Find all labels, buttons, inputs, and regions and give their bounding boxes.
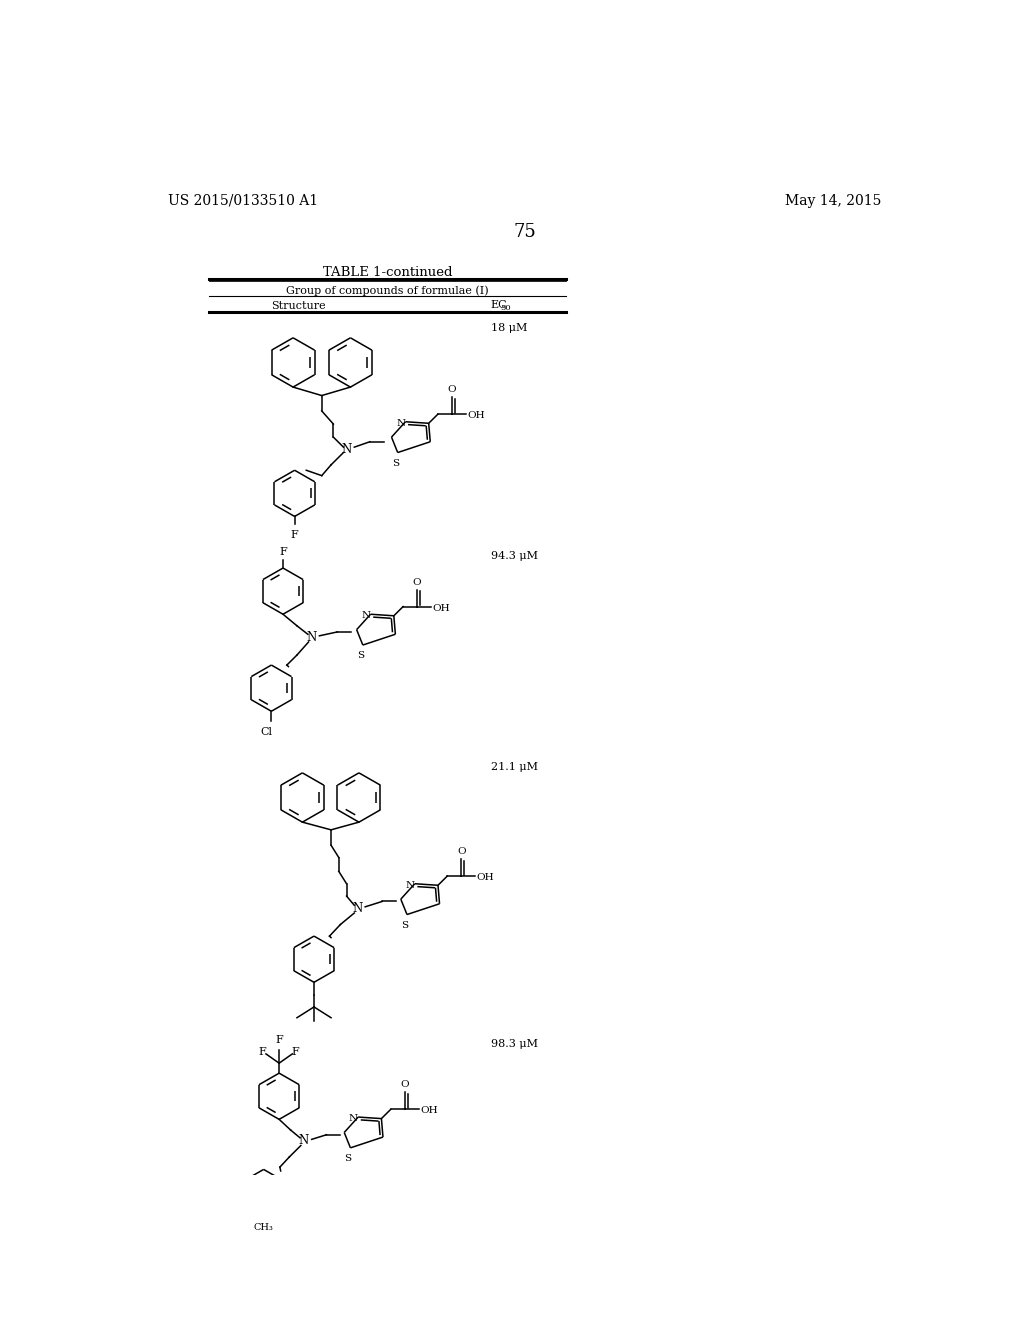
Text: N: N	[406, 880, 415, 890]
Text: N: N	[361, 611, 371, 620]
Text: F: F	[258, 1047, 266, 1056]
Text: TABLE 1-continued: TABLE 1-continued	[323, 265, 453, 279]
Text: O: O	[413, 578, 422, 586]
Text: O: O	[447, 385, 457, 395]
Text: May 14, 2015: May 14, 2015	[785, 194, 882, 207]
Text: F: F	[292, 1047, 299, 1056]
Text: Structure: Structure	[271, 301, 326, 312]
Text: Group of compounds of formulae (I): Group of compounds of formulae (I)	[287, 285, 488, 296]
Text: EC: EC	[490, 300, 507, 310]
Text: F: F	[291, 531, 299, 540]
Text: 98.3 μM: 98.3 μM	[490, 1039, 538, 1049]
Text: N: N	[352, 902, 362, 915]
Text: 94.3 μM: 94.3 μM	[490, 550, 538, 561]
Text: OH: OH	[477, 873, 495, 882]
Text: OH: OH	[432, 603, 451, 612]
Text: N: N	[341, 444, 351, 455]
Text: OH: OH	[467, 411, 485, 420]
Text: US 2015/0133510 A1: US 2015/0133510 A1	[168, 194, 318, 207]
Text: CH₃: CH₃	[254, 1222, 273, 1232]
Text: O: O	[457, 847, 466, 855]
Text: N: N	[299, 1134, 309, 1147]
Text: S: S	[392, 459, 399, 467]
Text: 50: 50	[500, 304, 511, 312]
Text: 21.1 μM: 21.1 μM	[490, 762, 538, 772]
Text: 18 μM: 18 μM	[490, 323, 527, 333]
Text: N: N	[306, 631, 316, 644]
Text: S: S	[344, 1154, 351, 1163]
Text: F: F	[280, 548, 287, 557]
Text: OH: OH	[420, 1106, 438, 1115]
Text: S: S	[357, 651, 365, 660]
Text: S: S	[401, 921, 409, 929]
Text: Cl: Cl	[260, 726, 272, 737]
Text: O: O	[400, 1080, 409, 1089]
Text: N: N	[349, 1114, 358, 1123]
Text: 75: 75	[513, 223, 537, 240]
Text: N: N	[396, 418, 406, 428]
Text: F: F	[275, 1035, 283, 1045]
